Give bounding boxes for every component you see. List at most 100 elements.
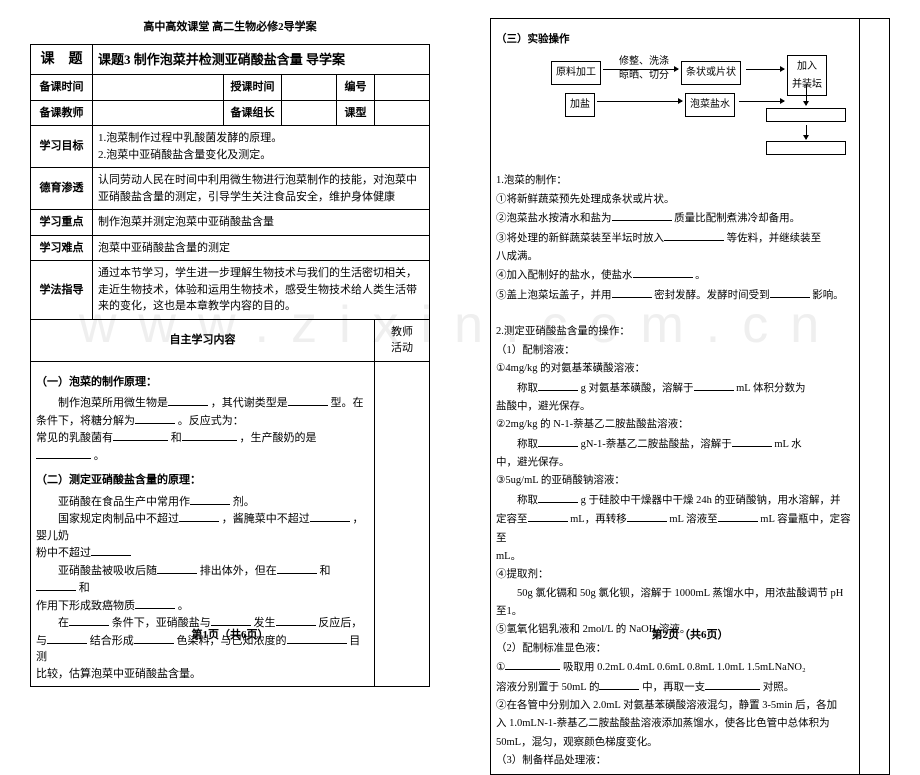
t: 。 [178, 600, 189, 612]
blank [538, 435, 578, 447]
p2c2: 称取 g 于硅胶中干燥器中干燥 24h 的亚硝酸钠，用水溶解，并 [496, 491, 854, 510]
blank [612, 286, 652, 298]
p2-1: （1）配制溶液： [496, 342, 854, 360]
flow-node-4: 加盐 [565, 93, 595, 117]
t: 对照。 [763, 682, 795, 693]
p1-4: 八成满。 [496, 248, 854, 266]
blank [179, 510, 219, 522]
type-val [375, 100, 430, 126]
t: 常见的乳酸菌有 [36, 432, 113, 444]
p2: 2.测定亚硝酸盐含量的操作： [496, 323, 854, 341]
page-1: 高中高效课堂 高二生物必修2导学案 课 题 课题3 制作泡菜并检测亚硝酸盐含量 … [0, 0, 460, 650]
arrow [746, 69, 784, 70]
arrow [739, 101, 784, 102]
blank [718, 510, 758, 522]
blank [211, 614, 251, 626]
doc-header: 高中高效课堂 高二生物必修2导学案 [30, 18, 430, 34]
p2c: ③5ug/mL 的亚硝酸钠溶液： [496, 472, 854, 490]
self-study-header: 自主学习内容 [31, 319, 375, 361]
page-footer-2: 第2页（共6页） [460, 626, 920, 642]
goal-label: 学习目标 [31, 126, 93, 168]
p1-5: ④加入配制好的盐水，使盐水 。 [496, 266, 854, 285]
p2a3: 盐酸中，避光保存。 [496, 398, 854, 416]
t: g 对氨基苯磺酸，溶解于 [581, 383, 694, 394]
blank [168, 394, 208, 406]
p1: 1.泡菜的制作： [496, 172, 854, 190]
blank [69, 614, 109, 626]
p2-2a: ① 吸取用 0.2mL 0.4mL 0.6mL 0.8mL 1.0mL 1.5m… [496, 658, 854, 677]
t: 型。在 [331, 397, 364, 409]
page-2: （三）实验操作 原料加工 修整、洗涤 晾晒、切分 条状或片状 加入 并装坛 加盐… [460, 0, 920, 650]
t: ① [496, 662, 505, 673]
arrow [597, 101, 682, 102]
p2d2: 50g 氯化镉和 50g 氯化钡，溶解于 1000mL 蒸馏水中，用浓盐酸调节 … [496, 585, 854, 603]
p2-2c: 溶液分别置于 50mL 的 中，再取一支 对照。 [496, 678, 854, 697]
sec1-p2: 条件下，将糖分解为 。反应式为： [36, 412, 369, 430]
sec1-p1: 制作泡菜所用微生物是 ，其代谢类型是 型。在 [36, 394, 369, 412]
blank [276, 614, 316, 626]
blank [770, 286, 810, 298]
p2-2g: 入 1.0mLN-1-萘基乙二胺盐酸盐溶液添加蒸馏水，使各比色管中总体积为 [496, 715, 854, 733]
t: 称取 [517, 383, 538, 394]
p2b2: 称取 gN-1-萘基乙二胺盐酸盐，溶解于 mL 水 [496, 435, 854, 454]
teacher-label: 备课教师 [31, 100, 93, 126]
goal-text: 1.泡菜制作过程中乳酸菌发酵的原理。 2.泡菜中亚硝酸盐含量变化及测定。 [93, 126, 430, 168]
arrow-v [806, 125, 807, 139]
p2-2f: ②在各管中分别加入 2.0mL 对氨基苯磺酸溶液混匀，静置 3-5min 后，各… [496, 697, 854, 715]
blank [310, 510, 350, 522]
arrow [603, 69, 678, 70]
blank [664, 229, 724, 241]
blank [705, 678, 760, 690]
page2-frame: （三）实验操作 原料加工 修整、洗涤 晾晒、切分 条状或片状 加入 并装坛 加盐… [490, 18, 890, 775]
t: 。反应式为： [178, 415, 244, 427]
diff-label: 学习难点 [31, 235, 93, 261]
t: ，生产酸奶的是 [240, 432, 317, 444]
arrow-v [806, 85, 807, 105]
p2-2h: 50mL，混匀，观察颜色梯度变化。 [496, 734, 854, 752]
t: 排出体外，但在 [200, 565, 277, 577]
blank [135, 412, 175, 424]
t: ④加入配制好的盐水，使盐水 [496, 270, 633, 281]
lesson-table: 课 题 课题3 制作泡菜并检测亚硝酸盐含量 导学案 备课时间 授课时间 编号 备… [30, 44, 430, 687]
flowchart: 原料加工 修整、洗涤 晾晒、切分 条状或片状 加入 并装坛 加盐 泡菜盐水 [551, 53, 854, 168]
blank [599, 678, 639, 690]
flow-node-1: 原料加工 [551, 61, 601, 85]
t: gN-1-萘基乙二胺盐酸盐，溶解于 [581, 439, 732, 450]
page2-content: （三）实验操作 原料加工 修整、洗涤 晾晒、切分 条状或片状 加入 并装坛 加盐… [491, 19, 860, 775]
blank [157, 562, 197, 574]
blank [190, 493, 230, 505]
t: 亚硝酸在食品生产中常用作 [58, 496, 190, 508]
blank [732, 435, 772, 447]
moral-label: 德育渗透 [31, 168, 93, 210]
type-label: 课型 [337, 100, 375, 126]
t: ②泡菜盐水按清水和盐为 [496, 213, 612, 224]
t: 和 [320, 565, 331, 577]
t: 定容至 [496, 514, 528, 525]
t: mL，再转移 [570, 514, 627, 525]
lesson-title: 课题3 制作泡菜并检测亚硝酸盐含量 导学案 [93, 45, 430, 75]
title-label: 课 题 [31, 45, 93, 75]
flow-empty-1 [766, 108, 846, 122]
sec2-p3: 粉中不超过 [36, 544, 369, 562]
method-label: 学法指导 [31, 261, 93, 320]
t: ，其代谢类型是 [211, 397, 288, 409]
blank [627, 510, 667, 522]
p2-3: （3）制备样品处理液： [496, 752, 854, 770]
p2b: ②2mg/kg 的 N-1-萘基乙二胺盐酸盐溶液： [496, 416, 854, 434]
id-label: 编号 [337, 75, 375, 101]
t: 条件下，将糖分解为 [36, 415, 135, 427]
blank [277, 562, 317, 574]
t: mL 体积分数为 [736, 383, 805, 394]
t: 影响。 [812, 290, 844, 301]
teach-time-val [282, 75, 337, 101]
blank [694, 379, 734, 391]
p2c4: mL。 [496, 548, 854, 566]
t: 和 [79, 582, 90, 594]
p2-2: （2）配制标准显色液： [496, 640, 854, 658]
blank [182, 429, 237, 441]
focus-text: 制作泡菜并测定泡菜中亚硝酸盐含量 [93, 210, 430, 236]
blank [288, 394, 328, 406]
flow-node-2: 条状或片状 [681, 61, 741, 85]
focus-label: 学习重点 [31, 210, 93, 236]
p2a: ①4mg/kg 的对氨基苯磺酸溶液： [496, 360, 854, 378]
